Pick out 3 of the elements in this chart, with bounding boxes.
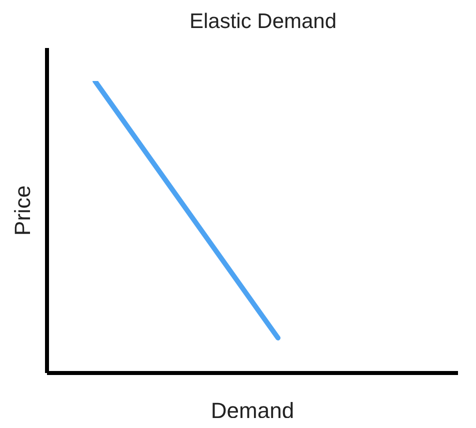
y-axis-title: Price: [10, 185, 35, 236]
chart-title: Elastic Demand: [188, 10, 338, 34]
x-axis-title: Demand: [210, 398, 294, 423]
